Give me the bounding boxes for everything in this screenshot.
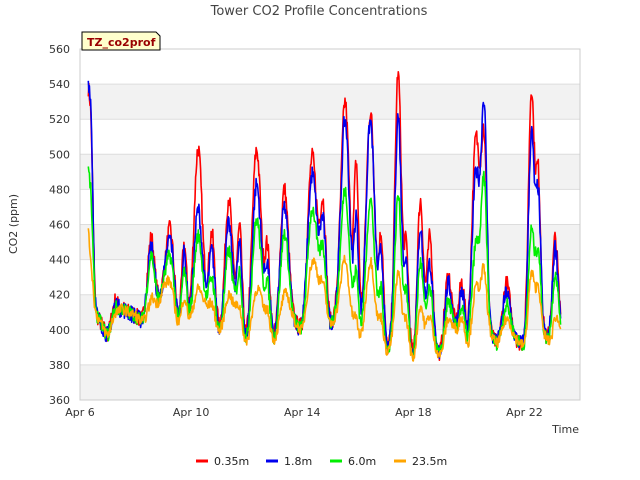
background-band [80, 189, 580, 225]
y-axis: 360 380 400 420 440 460 480 500 520 540 560 [49, 43, 70, 407]
background-band [80, 364, 580, 400]
y-tick-label: 520 [49, 113, 70, 126]
background-band [80, 224, 580, 260]
y-tick-label: 380 [49, 359, 70, 372]
chart-title: Tower CO2 Profile Concentrations [210, 4, 428, 19]
series-layer [87, 71, 562, 362]
y-tick-label: 460 [49, 219, 70, 232]
x-tick-label: Apr 6 [65, 406, 95, 419]
legend-item: 0.35m [196, 455, 249, 468]
background-band [80, 154, 580, 190]
y-tick-label: 500 [49, 148, 70, 161]
x-axis-label: Time [551, 423, 579, 436]
y-tick-label: 440 [49, 254, 70, 267]
background-band [80, 84, 580, 120]
y-axis-label: CO2 (ppm) [7, 194, 20, 254]
y-tick-label: 480 [49, 183, 70, 196]
legend-label: 6.0m [348, 455, 376, 468]
y-tick-label: 360 [49, 394, 70, 407]
site-tag-box [81, 31, 161, 51]
series-line-23-5m [87, 228, 562, 362]
site-tag: TZ_co2prof [81, 31, 161, 51]
x-tick-label: Apr 22 [506, 406, 543, 419]
plot-frame [79, 48, 581, 401]
x-tick-label: Apr 14 [284, 406, 321, 419]
series-line-6-0m [87, 166, 562, 360]
x-tick-label: Apr 18 [395, 406, 432, 419]
legend-label: 23.5m [412, 455, 447, 468]
y-tick-label: 540 [49, 78, 70, 91]
legend-item: 6.0m [330, 455, 376, 468]
background-band [80, 49, 580, 85]
background-band [80, 329, 580, 365]
y-tick-label: 400 [49, 324, 70, 337]
y-tick-label: 560 [49, 43, 70, 56]
series-line-1-8m [87, 80, 562, 360]
legend: 0.35m 1.8m 6.0m 23.5m [196, 455, 447, 468]
background-band [80, 119, 580, 155]
legend-label: 1.8m [284, 455, 312, 468]
legend-label: 0.35m [214, 455, 249, 468]
x-tick-label: Apr 10 [173, 406, 210, 419]
site-tag-label: TZ_co2prof [87, 36, 156, 49]
x-axis: Apr 6 Apr 10 Apr 14 Apr 18 Apr 22 [65, 406, 542, 419]
y-tick-label: 420 [49, 289, 70, 302]
legend-item: 1.8m [266, 455, 312, 468]
legend-item: 23.5m [394, 455, 447, 468]
